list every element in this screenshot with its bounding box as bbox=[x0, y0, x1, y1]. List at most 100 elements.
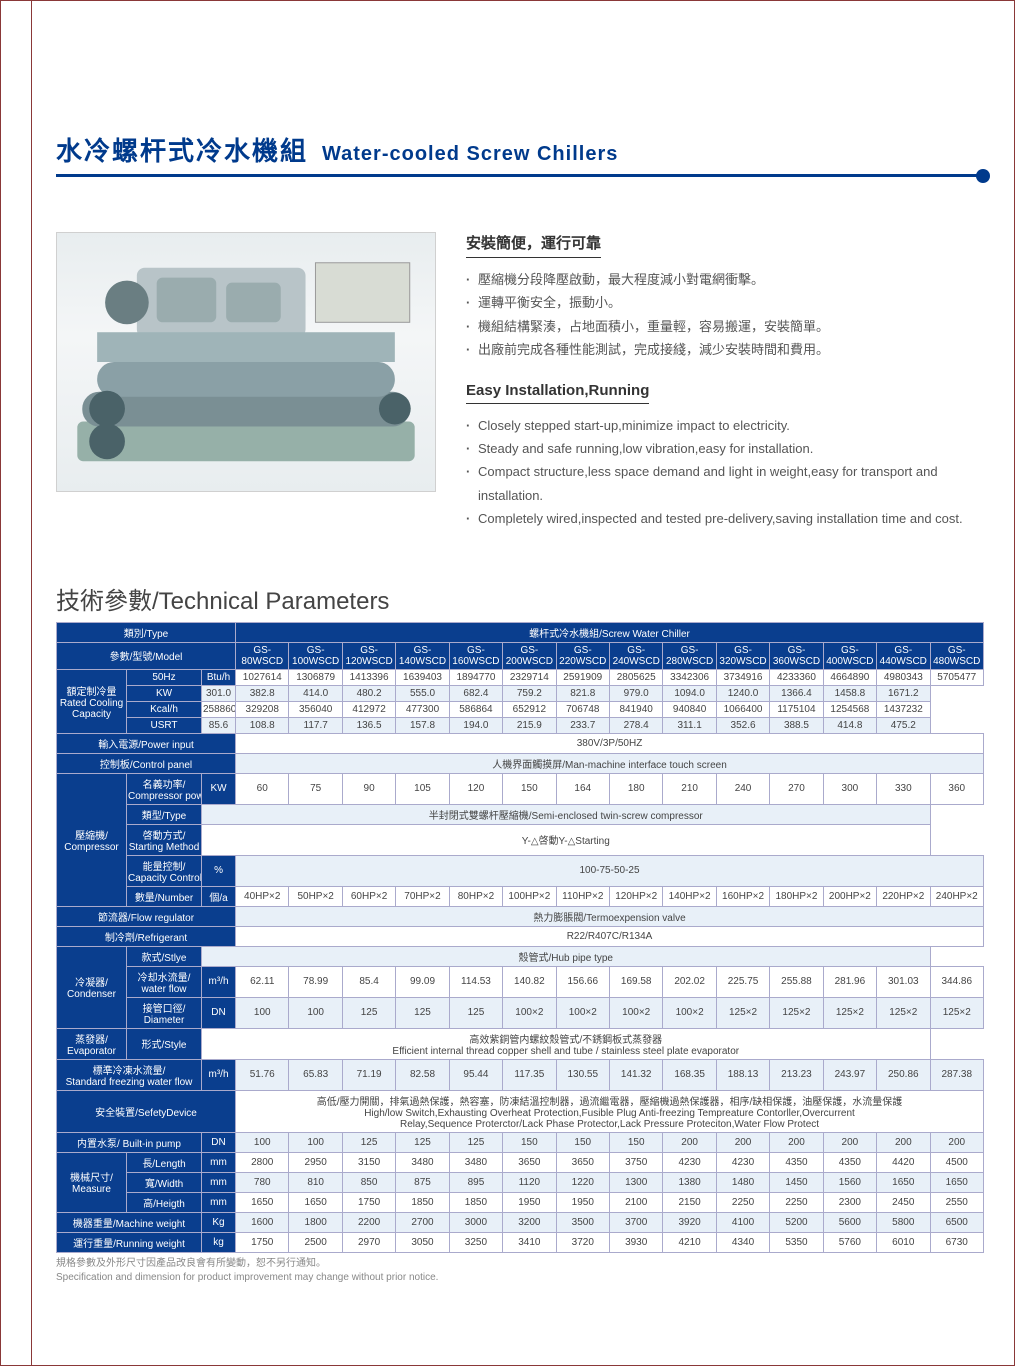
table-row: 機械尺寸/Measure長/Lengthmm280029503150348034… bbox=[57, 1152, 984, 1172]
cell: R22/R407C/R134A bbox=[236, 926, 984, 946]
cell: 100×2 bbox=[609, 997, 662, 1028]
cell: 82.58 bbox=[396, 1059, 449, 1090]
cell: 100 bbox=[289, 1132, 342, 1152]
cell: 機械尺寸/Measure bbox=[57, 1152, 127, 1212]
cell: 160HP×2 bbox=[716, 886, 769, 906]
cell: 110HP×2 bbox=[556, 886, 609, 906]
cell: 5600 bbox=[823, 1212, 876, 1232]
cell: 200 bbox=[770, 1132, 823, 1152]
cell: 125 bbox=[449, 997, 502, 1028]
desc-item: 壓縮機分段降壓啟動，最大程度減小對電網衝擊。 bbox=[466, 268, 984, 291]
cell: 940840 bbox=[663, 701, 716, 717]
cell: 3734916 bbox=[716, 669, 769, 685]
cell: 188.13 bbox=[716, 1059, 769, 1090]
cell: 136.5 bbox=[342, 717, 395, 733]
cell: DN bbox=[202, 1132, 236, 1152]
cell: 258860 bbox=[202, 701, 236, 717]
cell: 164 bbox=[556, 773, 609, 804]
cell: 1850 bbox=[396, 1192, 449, 1212]
cell: 125 bbox=[342, 1132, 395, 1152]
table-row: 機器重量/Machine weightKg1600180022002700300… bbox=[57, 1212, 984, 1232]
cell: 281.96 bbox=[823, 966, 876, 997]
cell: 850 bbox=[342, 1172, 395, 1192]
cell: 140HP×2 bbox=[663, 886, 716, 906]
cell: 半封閉式雙螺杆壓縮機/Semi-enclosed twin-screw comp… bbox=[202, 804, 931, 824]
cell: 117.7 bbox=[289, 717, 342, 733]
cell: 100 bbox=[236, 997, 289, 1028]
table-row: 數量/Number個/a40HP×250HP×260HP×270HP×280HP… bbox=[57, 886, 984, 906]
cell: 3650 bbox=[503, 1152, 556, 1172]
cell: 1458.8 bbox=[823, 685, 876, 701]
table-row: 運行重量/Running weightkg1750250029703050325… bbox=[57, 1232, 984, 1252]
cell: 款式/Stlye bbox=[127, 946, 202, 966]
cell: kg bbox=[202, 1232, 236, 1252]
cell: 586864 bbox=[449, 701, 502, 717]
cell: 名義功率/Compressor power bbox=[127, 773, 202, 804]
cell: 1750 bbox=[342, 1192, 395, 1212]
cell: 200 bbox=[823, 1132, 876, 1152]
cell: 4233360 bbox=[770, 669, 823, 685]
cell: 200 bbox=[877, 1132, 930, 1152]
cell: 780 bbox=[236, 1172, 289, 1192]
cell: 60 bbox=[236, 773, 289, 804]
cell: 2200 bbox=[342, 1212, 395, 1232]
cell: 75 bbox=[289, 773, 342, 804]
cell: 480.2 bbox=[342, 685, 395, 701]
cell: 1850 bbox=[449, 1192, 502, 1212]
cell: 150 bbox=[503, 773, 556, 804]
cell: 100 bbox=[236, 1132, 289, 1152]
cell: 2805625 bbox=[609, 669, 662, 685]
cell: 169.58 bbox=[609, 966, 662, 997]
cell: 85.4 bbox=[342, 966, 395, 997]
table-row: 能量控制/Capacity Control%100-75-50-25 bbox=[57, 855, 984, 886]
cell: 3150 bbox=[342, 1152, 395, 1172]
table-row: 制冷劑/RefrigerantR22/R407C/R134A bbox=[57, 926, 984, 946]
cell: 841940 bbox=[609, 701, 662, 717]
cell: 高/Heigth bbox=[127, 1192, 202, 1212]
cell: GS-100WSCD bbox=[289, 642, 342, 669]
table-row: 參數/型號/ModelGS-80WSCDGS-100WSCDGS-120WSCD… bbox=[57, 642, 984, 669]
cell: 250.86 bbox=[877, 1059, 930, 1090]
product-photo bbox=[56, 232, 436, 492]
cell: 330 bbox=[877, 773, 930, 804]
cell: 類型/Type bbox=[127, 804, 202, 824]
cell: 1380 bbox=[663, 1172, 716, 1192]
cell: 50HP×2 bbox=[289, 886, 342, 906]
cell: 高低/壓力開關，排氣過熱保護，熱容塞，防凍結溫控制器，過流繼電器，壓縮機過熱保護… bbox=[236, 1090, 984, 1132]
cell: GS-360WSCD bbox=[770, 642, 823, 669]
table-row: KW301.0382.8414.0480.2555.0682.4759.2821… bbox=[57, 685, 984, 701]
cell: 人機界面觸摸屏/Man-machine interface touch scre… bbox=[236, 753, 984, 773]
cell: 875 bbox=[396, 1172, 449, 1192]
cell: 5760 bbox=[823, 1232, 876, 1252]
cell: 140.82 bbox=[503, 966, 556, 997]
cell: 2100 bbox=[609, 1192, 662, 1212]
cell: 108.8 bbox=[236, 717, 289, 733]
cell: 1254568 bbox=[823, 701, 876, 717]
cell: 210 bbox=[663, 773, 716, 804]
cell: KW bbox=[202, 773, 236, 804]
cell: 125×2 bbox=[877, 997, 930, 1028]
cell: 螺杆式冷水機組/Screw Water Chiller bbox=[236, 622, 984, 642]
cell: GS-480WSCD bbox=[930, 642, 983, 669]
cell: 682.4 bbox=[449, 685, 502, 701]
desc-heading-en: Easy Installation,Running bbox=[466, 382, 649, 404]
cell: 125 bbox=[342, 997, 395, 1028]
cell: 2591909 bbox=[556, 669, 609, 685]
cell: GS-140WSCD bbox=[396, 642, 449, 669]
cell: 長/Length bbox=[127, 1152, 202, 1172]
footnote: 規格參數及外形尺寸因產品改良會有所變動，恕不另行通知。 Specificatio… bbox=[56, 1257, 984, 1285]
desc-item: Closely stepped start-up,minimize impact… bbox=[466, 414, 984, 437]
cell: 1894770 bbox=[449, 669, 502, 685]
cell: 65.83 bbox=[289, 1059, 342, 1090]
desc-heading-cn: 安裝簡便，運行可靠 bbox=[466, 232, 601, 258]
cell: 202.02 bbox=[663, 966, 716, 997]
cell: 1027614 bbox=[236, 669, 289, 685]
cell: 200HP×2 bbox=[823, 886, 876, 906]
cell: 2550 bbox=[930, 1192, 983, 1212]
cell: DN bbox=[202, 997, 236, 1028]
cell: 2300 bbox=[823, 1192, 876, 1212]
cell: 352.6 bbox=[716, 717, 769, 733]
cell: 6500 bbox=[930, 1212, 983, 1232]
cell: 2250 bbox=[770, 1192, 823, 1212]
cell: 157.8 bbox=[396, 717, 449, 733]
